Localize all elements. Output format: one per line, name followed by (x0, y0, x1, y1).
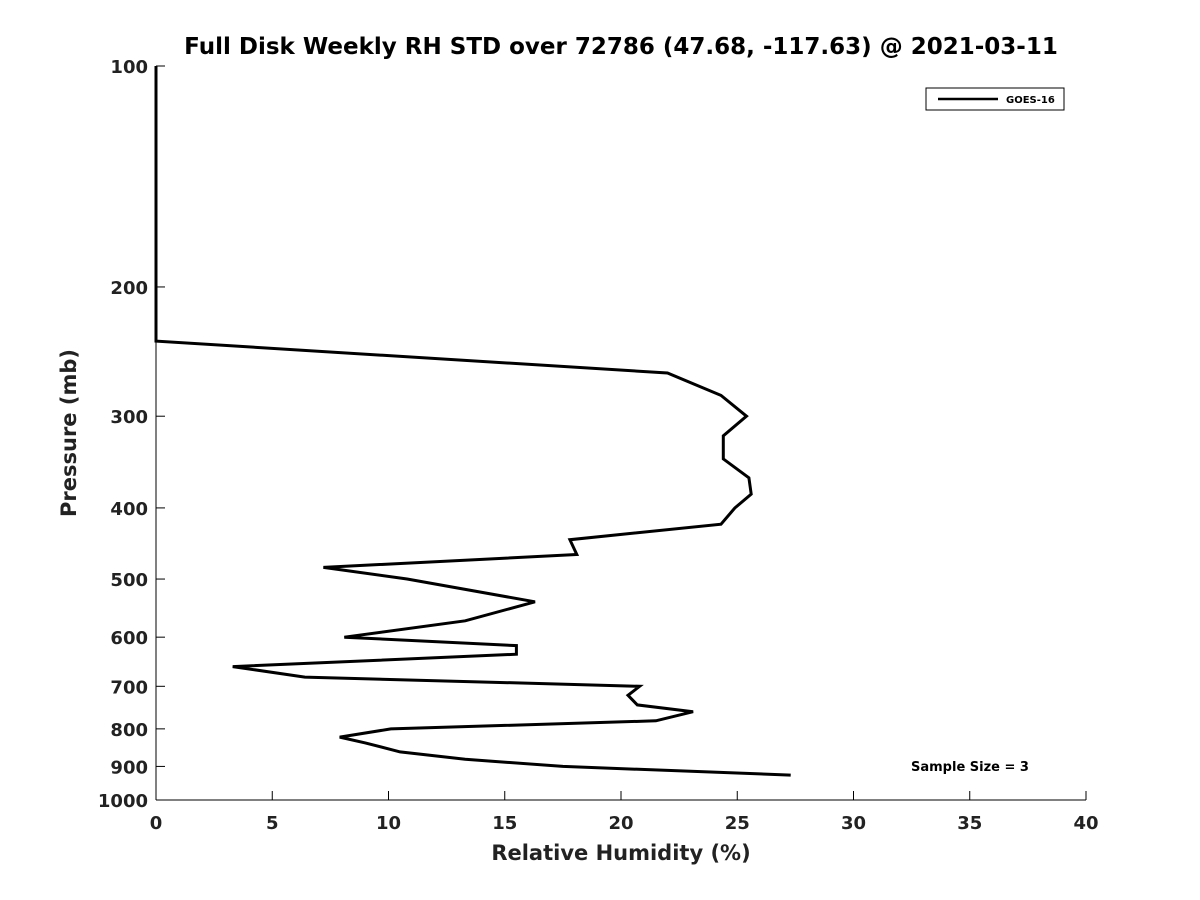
x-tick-label: 15 (492, 813, 517, 834)
x-tick-label: 5 (266, 813, 279, 834)
sample-size-annotation: Sample Size = 3 (911, 760, 1029, 775)
y-tick-label: 100 (110, 57, 148, 78)
y-tick-label: 600 (110, 628, 148, 649)
axes (155, 66, 1086, 801)
y-tick-label: 500 (110, 570, 148, 591)
y-ticks: 100 200 300 400 500 600 700 800 900 1000 (98, 57, 165, 812)
y-axis-label: Pressure (mb) (57, 349, 81, 517)
x-tick-label: 35 (957, 813, 982, 834)
x-tick-label: 25 (725, 813, 750, 834)
legend-label-goes-16: GOES-16 (1006, 95, 1055, 106)
x-axis-label: Relative Humidity (%) (491, 841, 750, 865)
x-tick-label: 40 (1073, 813, 1098, 834)
x-tick-label: 20 (608, 813, 633, 834)
series-layer (154, 66, 791, 777)
x-ticks: 0 5 10 15 20 25 30 35 40 (150, 791, 1099, 834)
y-tick-label: 300 (110, 407, 148, 428)
legend: GOES-16 (925, 87, 1065, 111)
x-tick-label: 30 (841, 813, 866, 834)
y-tick-label: 1000 (98, 791, 148, 812)
x-tick-label: 10 (376, 813, 401, 834)
y-tick-label: 700 (110, 677, 148, 698)
x-tick-label: 0 (150, 813, 163, 834)
chart-title: Full Disk Weekly RH STD over 72786 (47.6… (184, 34, 1058, 60)
series-line-goes-16 (154, 66, 791, 777)
y-tick-label: 800 (110, 720, 148, 741)
y-tick-label: 200 (110, 278, 148, 299)
y-tick-label: 900 (110, 757, 148, 778)
y-tick-label: 400 (110, 499, 148, 520)
